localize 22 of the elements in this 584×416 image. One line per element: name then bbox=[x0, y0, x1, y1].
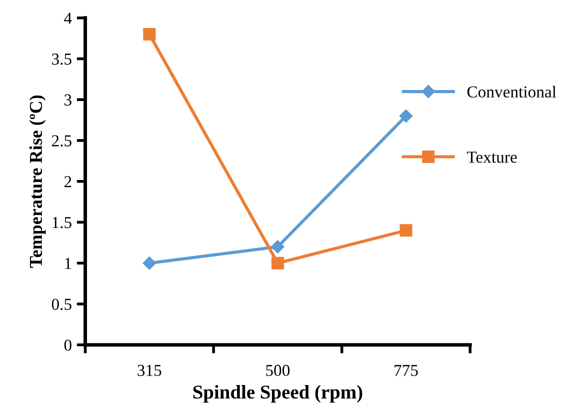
point bbox=[142, 256, 156, 270]
point bbox=[400, 224, 412, 237]
y-tick-label: 3 bbox=[64, 94, 72, 106]
x-tick-label: 500 bbox=[266, 364, 290, 376]
y-tick-label: 0 bbox=[64, 340, 72, 351]
y-tick-label: 3.5 bbox=[52, 54, 72, 65]
legend-label: Conventional bbox=[467, 86, 556, 98]
y-tick-label: 2 bbox=[64, 176, 72, 188]
point bbox=[271, 256, 284, 270]
point bbox=[143, 28, 156, 40]
x-axis-title: Spindle Speed (rpm) bbox=[193, 384, 362, 403]
y-tick-label: 4 bbox=[64, 12, 72, 24]
point bbox=[399, 109, 413, 123]
y-tick-label: 1 bbox=[65, 258, 72, 269]
x-tick-label: 775 bbox=[394, 364, 418, 376]
x-tick-label: 315 bbox=[138, 364, 162, 376]
y-axis-title: Temperature Rise (ºC) bbox=[29, 95, 46, 268]
y-tick-label: 1.5 bbox=[52, 217, 72, 228]
y-tick-label: 0.5 bbox=[52, 298, 72, 310]
point bbox=[271, 240, 284, 254]
legend-label: Texture bbox=[466, 152, 517, 163]
y-tick-label: 2.5 bbox=[52, 135, 72, 147]
